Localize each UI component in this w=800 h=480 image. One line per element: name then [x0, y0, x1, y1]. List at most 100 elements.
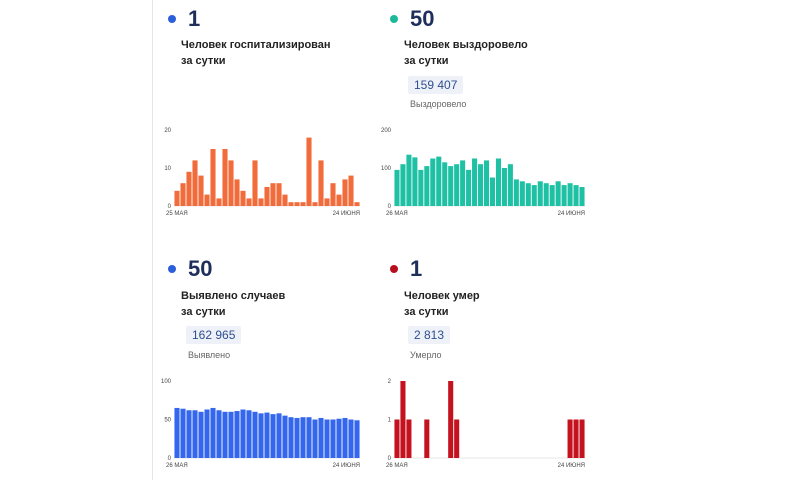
deaths-bar: [567, 419, 573, 458]
recov-bar: [424, 166, 430, 206]
deaths-description: Человек умер за сутки: [404, 288, 480, 320]
cases-bar: [324, 419, 330, 458]
hosp-bar: [330, 183, 336, 206]
cases-ytick-label: 50: [164, 418, 171, 424]
cases-bar: [210, 407, 216, 458]
cases-bar: [216, 410, 222, 458]
hosp-description: Человек госпитализирован за сутки: [181, 37, 331, 69]
cases-bar: [234, 411, 240, 458]
recov-bar: [519, 181, 525, 206]
deaths-value: 1: [410, 256, 423, 281]
hosp-bar: [288, 202, 294, 206]
deaths-desc-line1: Человек умер: [404, 290, 480, 302]
cases-total-label: Выявлено: [188, 350, 231, 360]
cases-xlabel-start: 26 МАЯ: [166, 463, 188, 469]
recov-bar: [549, 185, 555, 206]
recov-chart: 0 100 200 26 МАЯ 24 ИЮНЯ: [381, 128, 585, 217]
recov-bar: [507, 164, 513, 206]
cases-bar: [186, 410, 192, 458]
recov-bar: [531, 185, 537, 206]
recov-bar: [394, 169, 400, 206]
hosp-bar: [270, 183, 276, 206]
hosp-bar: [342, 179, 348, 206]
hosp-bar: [336, 194, 342, 206]
hosp-xlabel-end: 24 ИЮНЯ: [333, 211, 360, 217]
cases-total: 162 965: [186, 326, 242, 344]
hosp-ytick-label: 0: [168, 204, 172, 210]
recov-bar: [483, 160, 490, 206]
cases-bar: [342, 417, 348, 458]
recov-total-label: Выздоровело: [410, 99, 467, 109]
cases-bar: [246, 410, 252, 458]
cases-desc-line1: Выявлено случаев: [181, 290, 286, 302]
deaths-bar: [454, 419, 460, 458]
hosp-dot: [168, 15, 176, 23]
recov-bar: [436, 156, 442, 206]
recov-bar: [543, 183, 549, 206]
recov-value: 50: [410, 6, 435, 31]
cases-chart: 0 50 100 26 МАЯ 24 ИЮНЯ: [161, 379, 360, 469]
recov-total: 159 407: [408, 76, 464, 94]
hosp-bar: [228, 160, 234, 206]
recov-bar: [406, 154, 412, 206]
cases-bar: [282, 415, 288, 458]
recov-bar: [501, 168, 507, 206]
hosp-bar: [258, 198, 264, 206]
recov-bar: [555, 181, 561, 206]
deaths-ytick-label: 1: [388, 418, 392, 424]
left-divider: [152, 0, 153, 480]
recov-bar: [454, 164, 460, 206]
hosp-bar: [234, 179, 240, 206]
cases-bar: [336, 418, 342, 458]
deaths-total-label: Умерло: [410, 350, 442, 360]
cases-bar: [312, 419, 318, 458]
deaths-dot: [390, 265, 398, 273]
hosp-bar: [186, 171, 192, 206]
cases-desc-line2: за сутки: [181, 306, 226, 318]
hosp-headline: 1: [168, 8, 200, 30]
cases-bar: [270, 414, 276, 458]
cases-bar: [294, 417, 300, 458]
hosp-bar: [300, 202, 306, 206]
recov-xlabel-end: 24 ИЮНЯ: [558, 211, 585, 217]
deaths-desc-line2: за сутки: [404, 306, 449, 318]
recov-headline: 50: [390, 8, 434, 30]
hosp-bar: [240, 190, 246, 206]
hosp-bar: [246, 198, 252, 206]
deaths-bar: [406, 419, 412, 458]
hosp-xlabel-start: 25 МАЯ: [166, 211, 188, 217]
deaths-bar: [394, 419, 400, 458]
hosp-desc-line2: за сутки: [181, 55, 226, 67]
cases-description: Выявлено случаев за сутки: [181, 288, 285, 320]
cases-xlabel-end: 24 ИЮНЯ: [333, 463, 360, 469]
recov-bar: [430, 158, 436, 206]
cases-bar: [276, 413, 282, 458]
recov-bar: [573, 185, 579, 206]
recov-bar: [489, 177, 496, 206]
cases-bar: [306, 417, 312, 458]
recov-bar: [412, 157, 418, 206]
cases-bar: [354, 420, 360, 458]
recov-bar: [525, 183, 531, 206]
cases-bar: [198, 411, 204, 458]
recov-ytick-label: 200: [381, 128, 392, 134]
recov-bar: [537, 181, 543, 206]
cases-bar: [264, 412, 270, 458]
cases-bar: [222, 411, 228, 458]
cases-bar: [180, 408, 186, 458]
hosp-bar: [198, 175, 204, 206]
hosp-bar: [210, 149, 216, 206]
hosp-desc-line1: Человек госпитализирован: [181, 39, 331, 51]
deaths-bar: [448, 381, 454, 458]
hosp-bar: [180, 183, 186, 206]
cases-bar: [318, 417, 324, 458]
recov-bar: [448, 166, 454, 206]
hosp-chart: 0 10 20 25 МАЯ 24 ИЮНЯ: [164, 128, 360, 217]
deaths-total: 2 813: [408, 326, 451, 344]
recov-bar: [567, 183, 573, 206]
recov-description: Человек выздоровело за сутки: [404, 37, 528, 69]
hosp-ytick-label: 20: [164, 128, 171, 134]
cases-bar: [252, 411, 258, 458]
recov-bar: [472, 158, 478, 206]
cases-ytick-label: 100: [161, 379, 172, 385]
